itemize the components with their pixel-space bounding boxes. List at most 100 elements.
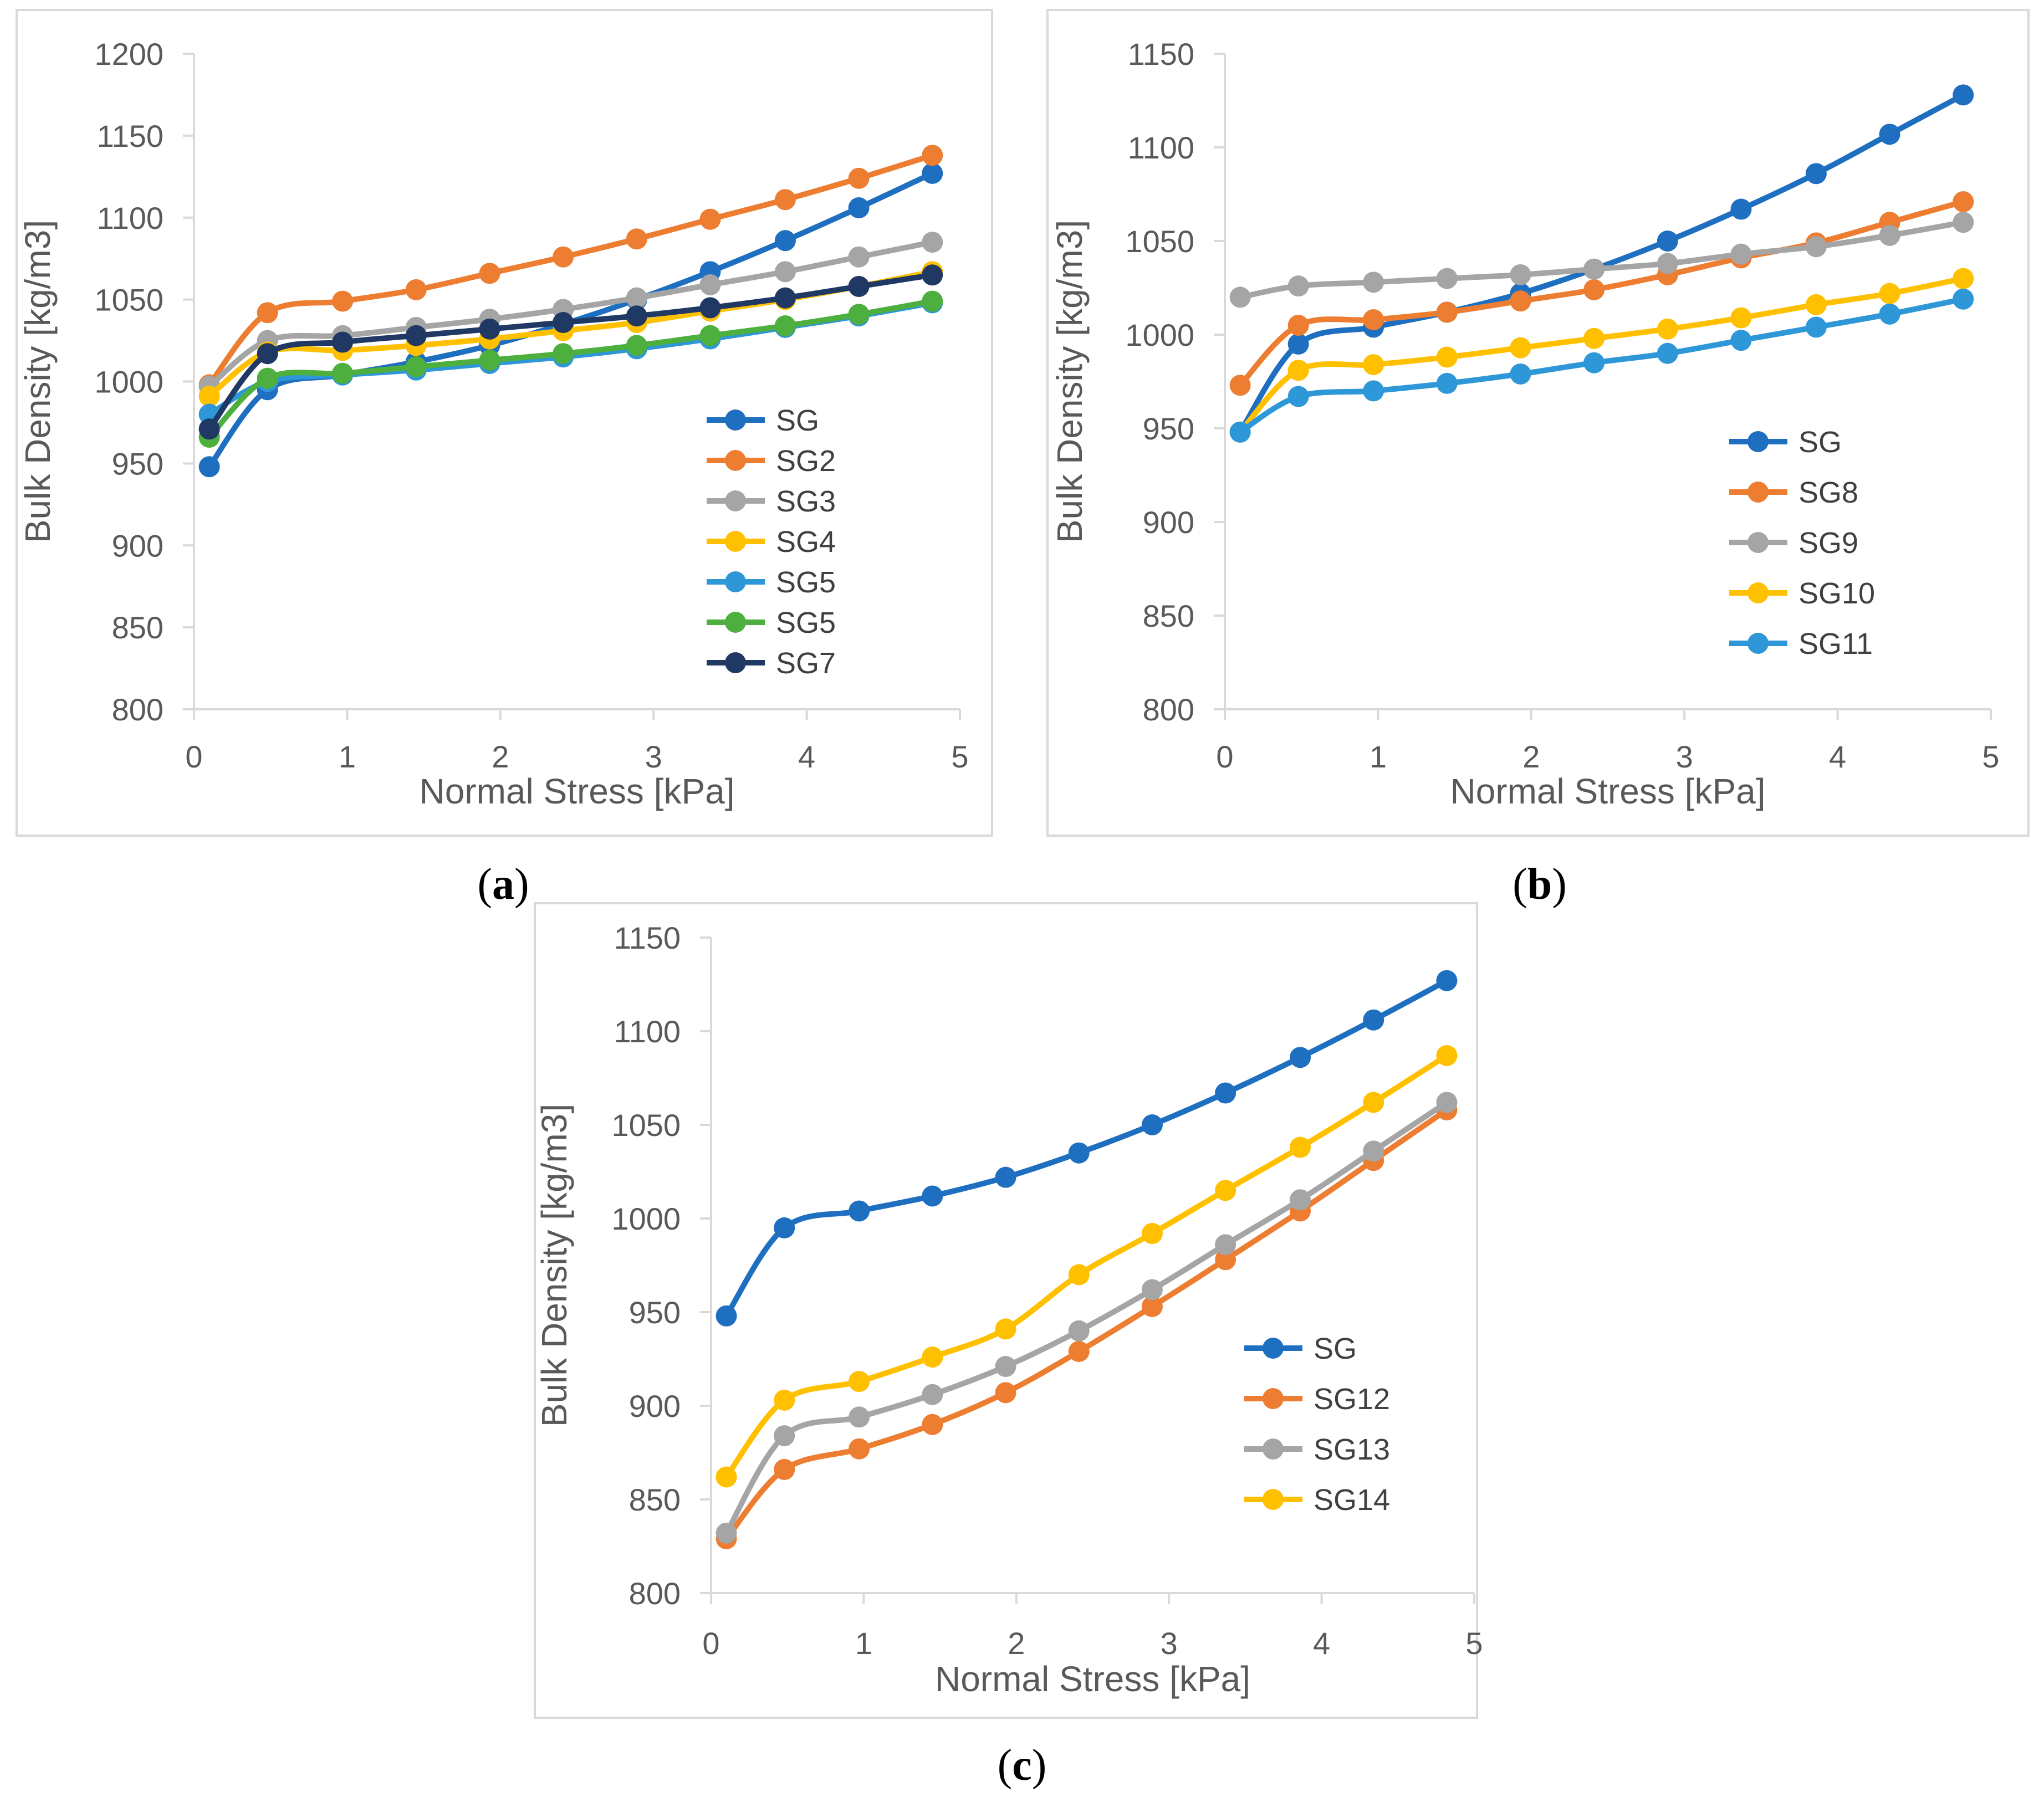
legend-marker <box>725 531 746 552</box>
data-point-sg8 <box>1363 309 1384 330</box>
data-point-sg <box>1290 1047 1311 1068</box>
data-point-sg11 <box>1730 330 1752 351</box>
y-tick-label: 1150 <box>614 920 681 955</box>
y-tick-label: 800 <box>1143 692 1194 727</box>
data-point-sg3 <box>922 232 943 253</box>
data-point-sg14 <box>1141 1223 1163 1245</box>
data-point-sg9 <box>1657 253 1678 274</box>
panel-a-plot: 800 850 900 950 1000 1050 1100 1150 1200 0 1 2 3 4 5 No… <box>18 37 969 811</box>
data-point-sg11 <box>1583 352 1605 373</box>
data-point-sg9 <box>1287 275 1309 297</box>
data-point-sg14 <box>1290 1136 1311 1158</box>
data-point-sg <box>1215 1082 1236 1104</box>
data-point-sg <box>1141 1114 1163 1135</box>
data-point-sg7 <box>198 418 220 440</box>
data-point-sg5 <box>848 304 870 325</box>
data-point-sg14 <box>849 1371 870 1392</box>
data-point-sg13 <box>1290 1189 1311 1211</box>
panel-c-caption: (c) <box>998 1741 1047 1790</box>
panel-a-caption: (a) <box>477 860 529 909</box>
x-tick-label: 1 <box>855 1626 872 1661</box>
data-point-sg10 <box>1363 354 1384 376</box>
legend-label: SG3 <box>776 485 836 518</box>
x-tick-label: 4 <box>1829 739 1846 774</box>
data-point-sg3 <box>848 246 870 268</box>
data-point-sg5 <box>257 367 278 389</box>
data-point-sg9 <box>1730 243 1752 265</box>
y-tick-label: 900 <box>629 1389 681 1424</box>
data-point-sg2 <box>553 246 574 268</box>
x-tick-label: 3 <box>645 739 662 774</box>
panel-c: 800 850 900 950 1000 1050 1100 1150 0 1 2 3 4 5 Normal… <box>534 902 1483 1790</box>
y-tick-label: 1100 <box>1128 130 1194 165</box>
data-point-sg7 <box>257 343 278 365</box>
data-point-sg7 <box>848 275 870 297</box>
data-point-sg14 <box>774 1389 795 1411</box>
x-tick-label: 2 <box>1522 739 1540 774</box>
data-point-sg8 <box>1287 315 1309 336</box>
data-point-sg7 <box>553 312 574 334</box>
legend-marker <box>725 450 746 471</box>
data-point-sg2 <box>774 189 796 211</box>
data-point-sg11 <box>1879 303 1900 325</box>
data-point-sg14 <box>716 1466 737 1488</box>
legend-marker <box>1263 1388 1284 1409</box>
y-axis-title: Bulk Density [kg/m3] <box>1050 220 1090 543</box>
legend-marker <box>1747 482 1769 503</box>
legend-label: SG <box>1314 1332 1357 1365</box>
data-point-sg11 <box>1229 421 1251 443</box>
y-tick-label: 1200 <box>94 37 163 71</box>
data-point-sg13 <box>1068 1320 1090 1342</box>
legend-label: SG4 <box>776 525 836 559</box>
data-point-sg <box>922 1185 943 1207</box>
data-point-sg <box>1287 333 1309 355</box>
legend-marker <box>725 652 746 673</box>
data-point-sg11 <box>1805 316 1827 338</box>
panel-b-caption: (b) <box>1512 860 1567 909</box>
data-point-sg12 <box>995 1382 1016 1404</box>
y-axis-title: Bulk Density [kg/m3] <box>18 220 58 543</box>
data-point-sg7 <box>332 331 354 353</box>
data-point-sg5 <box>774 315 796 336</box>
data-point-sg14 <box>995 1318 1016 1340</box>
legend-label: SG <box>1798 426 1842 459</box>
data-point-sg3 <box>699 274 721 296</box>
y-tick-label: 1050 <box>1125 224 1194 259</box>
data-point-sg5 <box>922 290 943 312</box>
data-point-sg5 <box>479 350 500 371</box>
data-point-sg5 <box>405 356 427 377</box>
data-point-sg <box>848 197 870 219</box>
x-tick-label: 5 <box>1982 739 1999 774</box>
data-point-sg2 <box>479 263 500 284</box>
data-point-sg9 <box>1805 236 1827 258</box>
data-point-sg7 <box>405 325 427 346</box>
x-tick-label: 1 <box>339 739 356 774</box>
data-point-sg10 <box>1657 318 1678 340</box>
data-point-sg5 <box>553 343 574 365</box>
legend-marker <box>725 612 746 633</box>
legend-label: SG5 <box>776 566 836 599</box>
data-point-sg <box>1363 1009 1384 1031</box>
legend-label: SG8 <box>1798 476 1858 509</box>
data-point-sg13 <box>1363 1140 1384 1162</box>
data-point-sg7 <box>774 287 796 309</box>
data-point-sg8 <box>1953 191 1974 213</box>
x-tick-label: 0 <box>1216 739 1233 774</box>
y-tick-label: 1050 <box>94 283 163 318</box>
legend-marker <box>1747 633 1769 654</box>
data-point-sg11 <box>1953 288 1974 310</box>
legend-marker <box>725 490 746 511</box>
x-tick-label: 2 <box>1008 1626 1025 1661</box>
data-point-sg8 <box>1436 301 1458 323</box>
data-point-sg11 <box>1510 363 1531 385</box>
x-tick-label: 0 <box>185 739 202 774</box>
data-point-sg10 <box>1287 360 1309 381</box>
panel-a-frame <box>16 9 993 837</box>
data-point-sg5 <box>626 335 647 356</box>
data-point-sg14 <box>1363 1092 1384 1113</box>
legend-label: SG5 <box>776 606 836 639</box>
y-tick-label: 950 <box>629 1295 681 1330</box>
y-tick-label: 900 <box>1143 505 1194 540</box>
data-point-sg11 <box>1363 380 1384 402</box>
data-point-sg12 <box>922 1414 943 1435</box>
